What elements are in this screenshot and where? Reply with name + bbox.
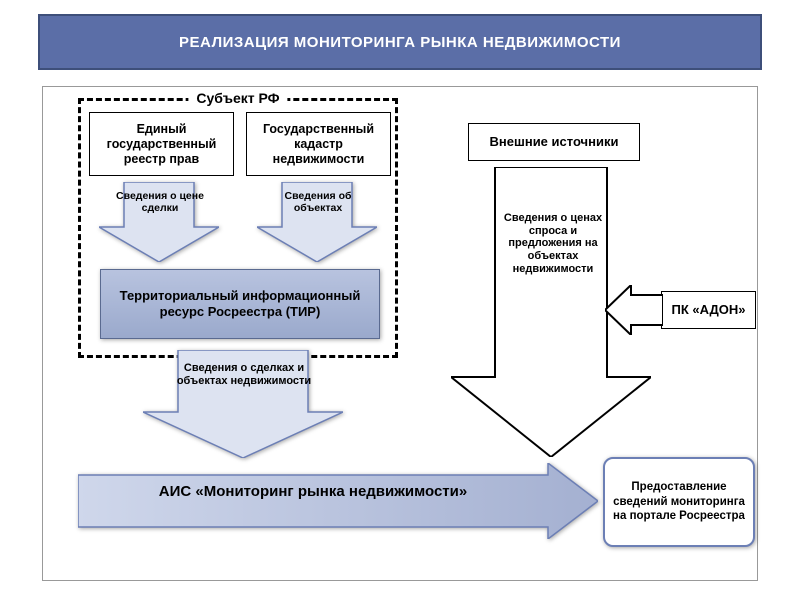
subject-label: Субъект РФ [188,90,287,106]
node-external-text: Внешние источники [490,134,619,150]
node-ais-text: АИС «Мониторинг рынка недвижимости» [78,483,548,500]
arrow-object-label: Сведения об объектах [268,190,368,214]
node-result-text: Предоставление сведений мониторинга на п… [613,480,745,525]
node-ais-arrow [78,463,598,539]
node-tir-text: Территориальный информационный ресурс Ро… [107,288,373,321]
arrow-adon [605,285,663,335]
arrow-demand-label: Сведения о ценах спроса и предложения на… [498,212,608,275]
node-cadastre-text: Государственный кадастр недвижимости [251,122,386,167]
node-registry: Единый государственный реестр прав [89,112,234,176]
node-adon: ПК «АДОН» [661,291,756,329]
slide-title: РЕАЛИЗАЦИЯ МОНИТОРИНГА РЫНКА НЕДВИЖИМОСТ… [179,34,621,51]
arrow-price-label: Сведения о цене сделки [110,190,210,214]
diagram-canvas: Субъект РФ Единый государственный реестр… [42,86,758,581]
arrow-deals-label: Сведения о сделках и объектах недвижимос… [165,362,323,387]
node-result: Предоставление сведений мониторинга на п… [603,457,755,547]
node-external: Внешние источники [468,123,640,161]
node-tir: Территориальный информационный ресурс Ро… [100,269,380,339]
node-cadastre: Государственный кадастр недвижимости [246,112,391,176]
node-adon-text: ПК «АДОН» [672,302,746,318]
node-registry-text: Единый государственный реестр прав [94,122,229,167]
slide-header: РЕАЛИЗАЦИЯ МОНИТОРИНГА РЫНКА НЕДВИЖИМОСТ… [38,14,762,70]
